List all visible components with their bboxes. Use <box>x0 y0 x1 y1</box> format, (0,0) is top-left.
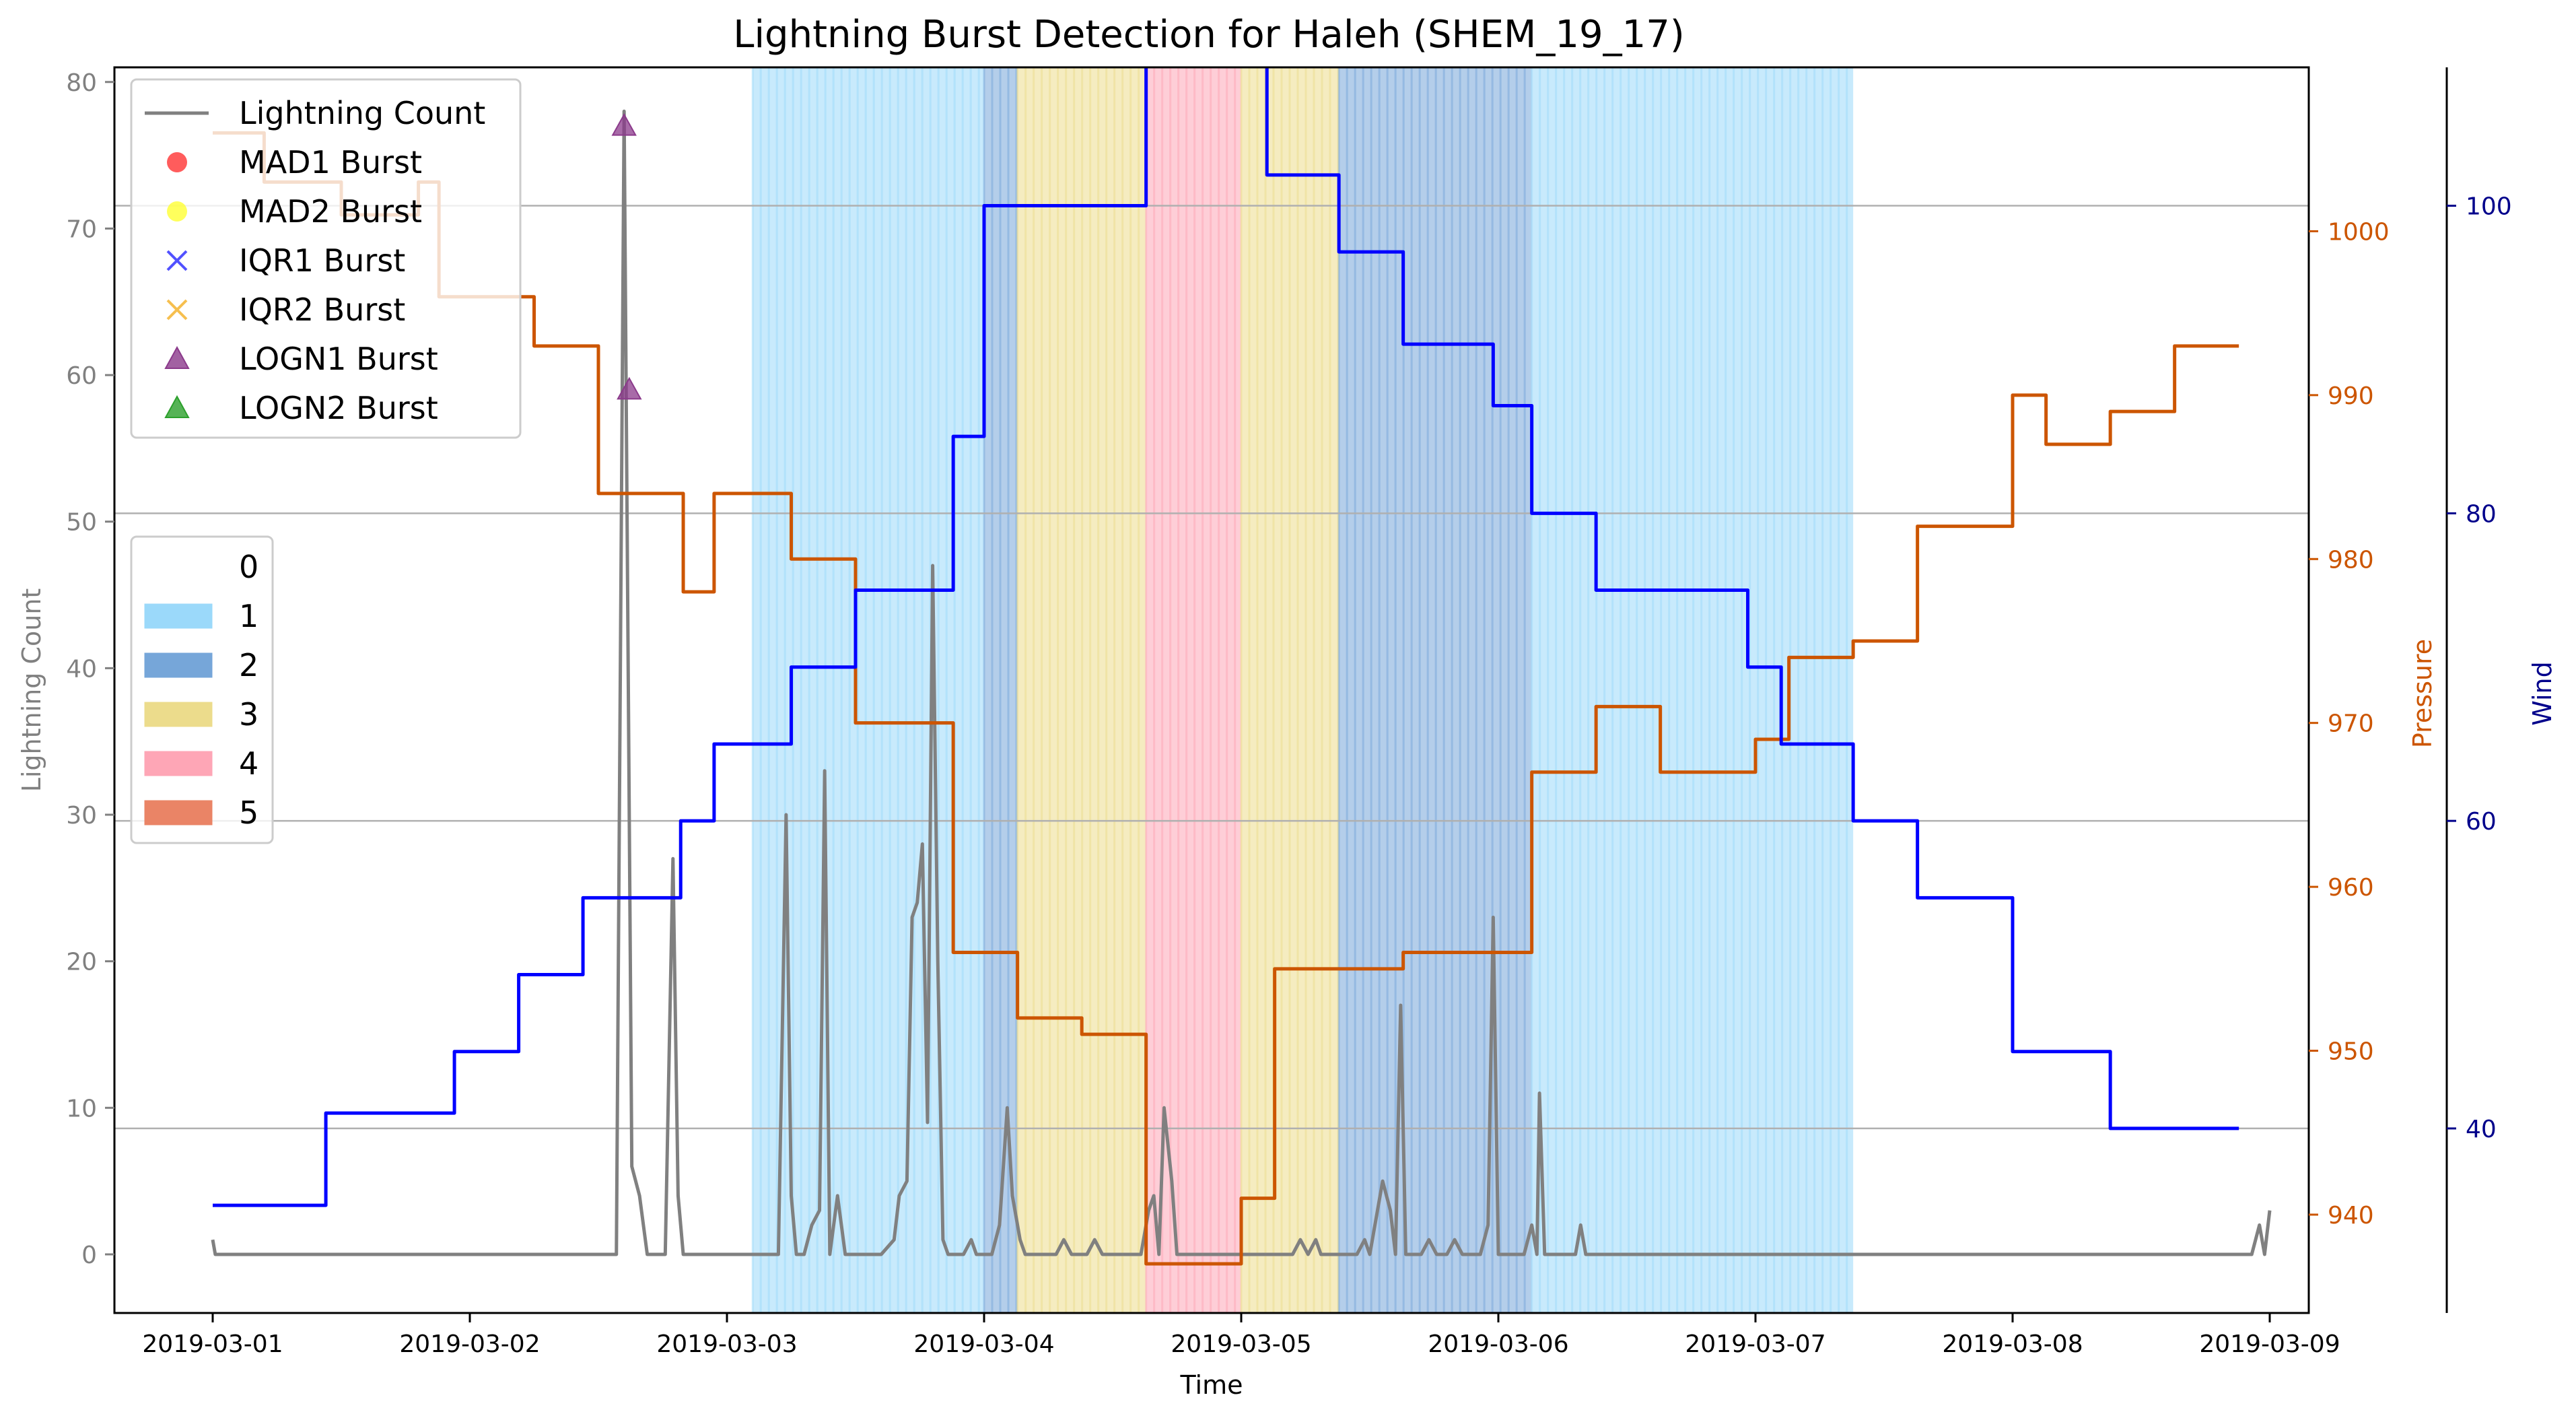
series-line-wind <box>213 67 2239 1207</box>
y-tick-label-lightning: 60 <box>66 362 97 390</box>
y-tick-label-pressure: 1000 <box>2328 218 2390 246</box>
y-tick-label-wind: 80 <box>2466 500 2497 528</box>
y-tick-label-lightning: 40 <box>66 655 97 683</box>
y-tick-label-pressure: 970 <box>2328 710 2374 738</box>
y-tick-label-pressure: 950 <box>2328 1038 2374 1066</box>
x-tick-label: 2019-03-03 <box>656 1330 797 1358</box>
y-tick-label-lightning: 70 <box>66 215 97 243</box>
legend-category-label: 2 <box>239 647 258 683</box>
legend-series-label: LOGN1 Burst <box>239 341 438 377</box>
y-tick-label-pressure: 990 <box>2328 382 2374 410</box>
y-tick-label-lightning: 10 <box>66 1095 97 1122</box>
legend-series-label: Lightning Count <box>239 95 485 131</box>
legend-category-label: 3 <box>239 696 258 733</box>
x-tick-label: 2019-03-04 <box>913 1330 1054 1358</box>
y-tick-label-lightning: 50 <box>66 509 97 537</box>
y-tick-label-pressure: 960 <box>2328 874 2374 902</box>
x-tick-label: 2019-03-09 <box>2199 1330 2340 1358</box>
legend-category-swatch <box>144 652 213 678</box>
legend-category-swatch <box>144 603 213 629</box>
x-tick-label: 2019-03-06 <box>1428 1330 1568 1358</box>
axis-ticks: 2019-03-01 2019-03-02 2019-03-03 2019-03-04… <box>66 69 2512 1358</box>
y-tick-label-wind: 60 <box>2466 808 2497 836</box>
series-line-pressure <box>213 131 2239 1266</box>
y-tick-label-pressure: 940 <box>2328 1202 2374 1229</box>
x-axis-label: Time <box>1180 1370 1243 1400</box>
legend-marker-x <box>166 299 188 321</box>
legend-category-swatch <box>145 555 212 579</box>
y-tick-label-lightning: 80 <box>66 69 97 97</box>
legend-category-swatch <box>144 751 213 776</box>
y-tick-label-wind: 100 <box>2466 193 2512 221</box>
legend-series-label: MAD1 Burst <box>239 144 422 180</box>
burst-marker-logn1-0 <box>611 112 637 136</box>
burst-markers <box>611 112 642 400</box>
y-axis-label-wind: Wind <box>2528 661 2557 726</box>
legend-marker-x <box>166 250 188 271</box>
x-tick-label: 2019-03-05 <box>1171 1330 1311 1358</box>
legend-category-label: 5 <box>239 795 258 831</box>
series-lines <box>211 67 2272 1266</box>
y-tick-label-lightning: 30 <box>66 802 97 830</box>
y-axis-label-lightning: Lightning Count <box>17 588 46 793</box>
legend-categories: 0 1 2 3 4 5 <box>130 535 274 844</box>
x-tick-label: 2019-03-02 <box>399 1330 540 1358</box>
legend-category-swatch <box>144 800 213 825</box>
legend-marker-circle <box>167 201 187 222</box>
x-tick-label: 2019-03-07 <box>1685 1330 1825 1358</box>
x-tick-label: 2019-03-08 <box>1942 1330 2083 1358</box>
legend-series-box <box>130 78 522 439</box>
legend-series: Lightning Count MAD1 Burst MAD2 Burst IQR1 … <box>130 78 522 439</box>
y-tick-label-pressure: 980 <box>2328 546 2374 574</box>
category-band-0 <box>753 67 984 1313</box>
legend-series-label: LOGN2 Burst <box>239 390 438 426</box>
plot-frame <box>113 66 2310 1314</box>
category-bands <box>751 67 1854 1313</box>
legend-category-label: 4 <box>239 745 258 782</box>
legend-marker-triangle <box>164 345 190 369</box>
legend-marker-triangle <box>164 395 190 418</box>
y-tick-label-lightning: 0 <box>81 1242 97 1269</box>
chart-title: Lightning Burst Detection for Haleh (SHE… <box>733 13 1684 57</box>
legend-category-label: 0 <box>239 549 258 585</box>
legend-marker-circle <box>167 152 187 172</box>
burst-marker-logn1-1 <box>617 376 642 400</box>
y-tick-label-wind: 40 <box>2466 1116 2497 1143</box>
y-tick-label-lightning: 20 <box>66 949 97 976</box>
series-line-lightning <box>211 109 2272 1256</box>
legend-category-label: 1 <box>239 598 258 634</box>
legend-category-swatch <box>144 702 213 727</box>
y-axis-label-pressure: Pressure <box>2408 639 2437 748</box>
legend-series-label: MAD2 Burst <box>239 193 422 230</box>
legend-series-label: IQR1 Burst <box>239 242 405 279</box>
x-tick-label: 2019-03-01 <box>142 1330 283 1358</box>
legend-series-label: IQR2 Burst <box>239 292 405 328</box>
